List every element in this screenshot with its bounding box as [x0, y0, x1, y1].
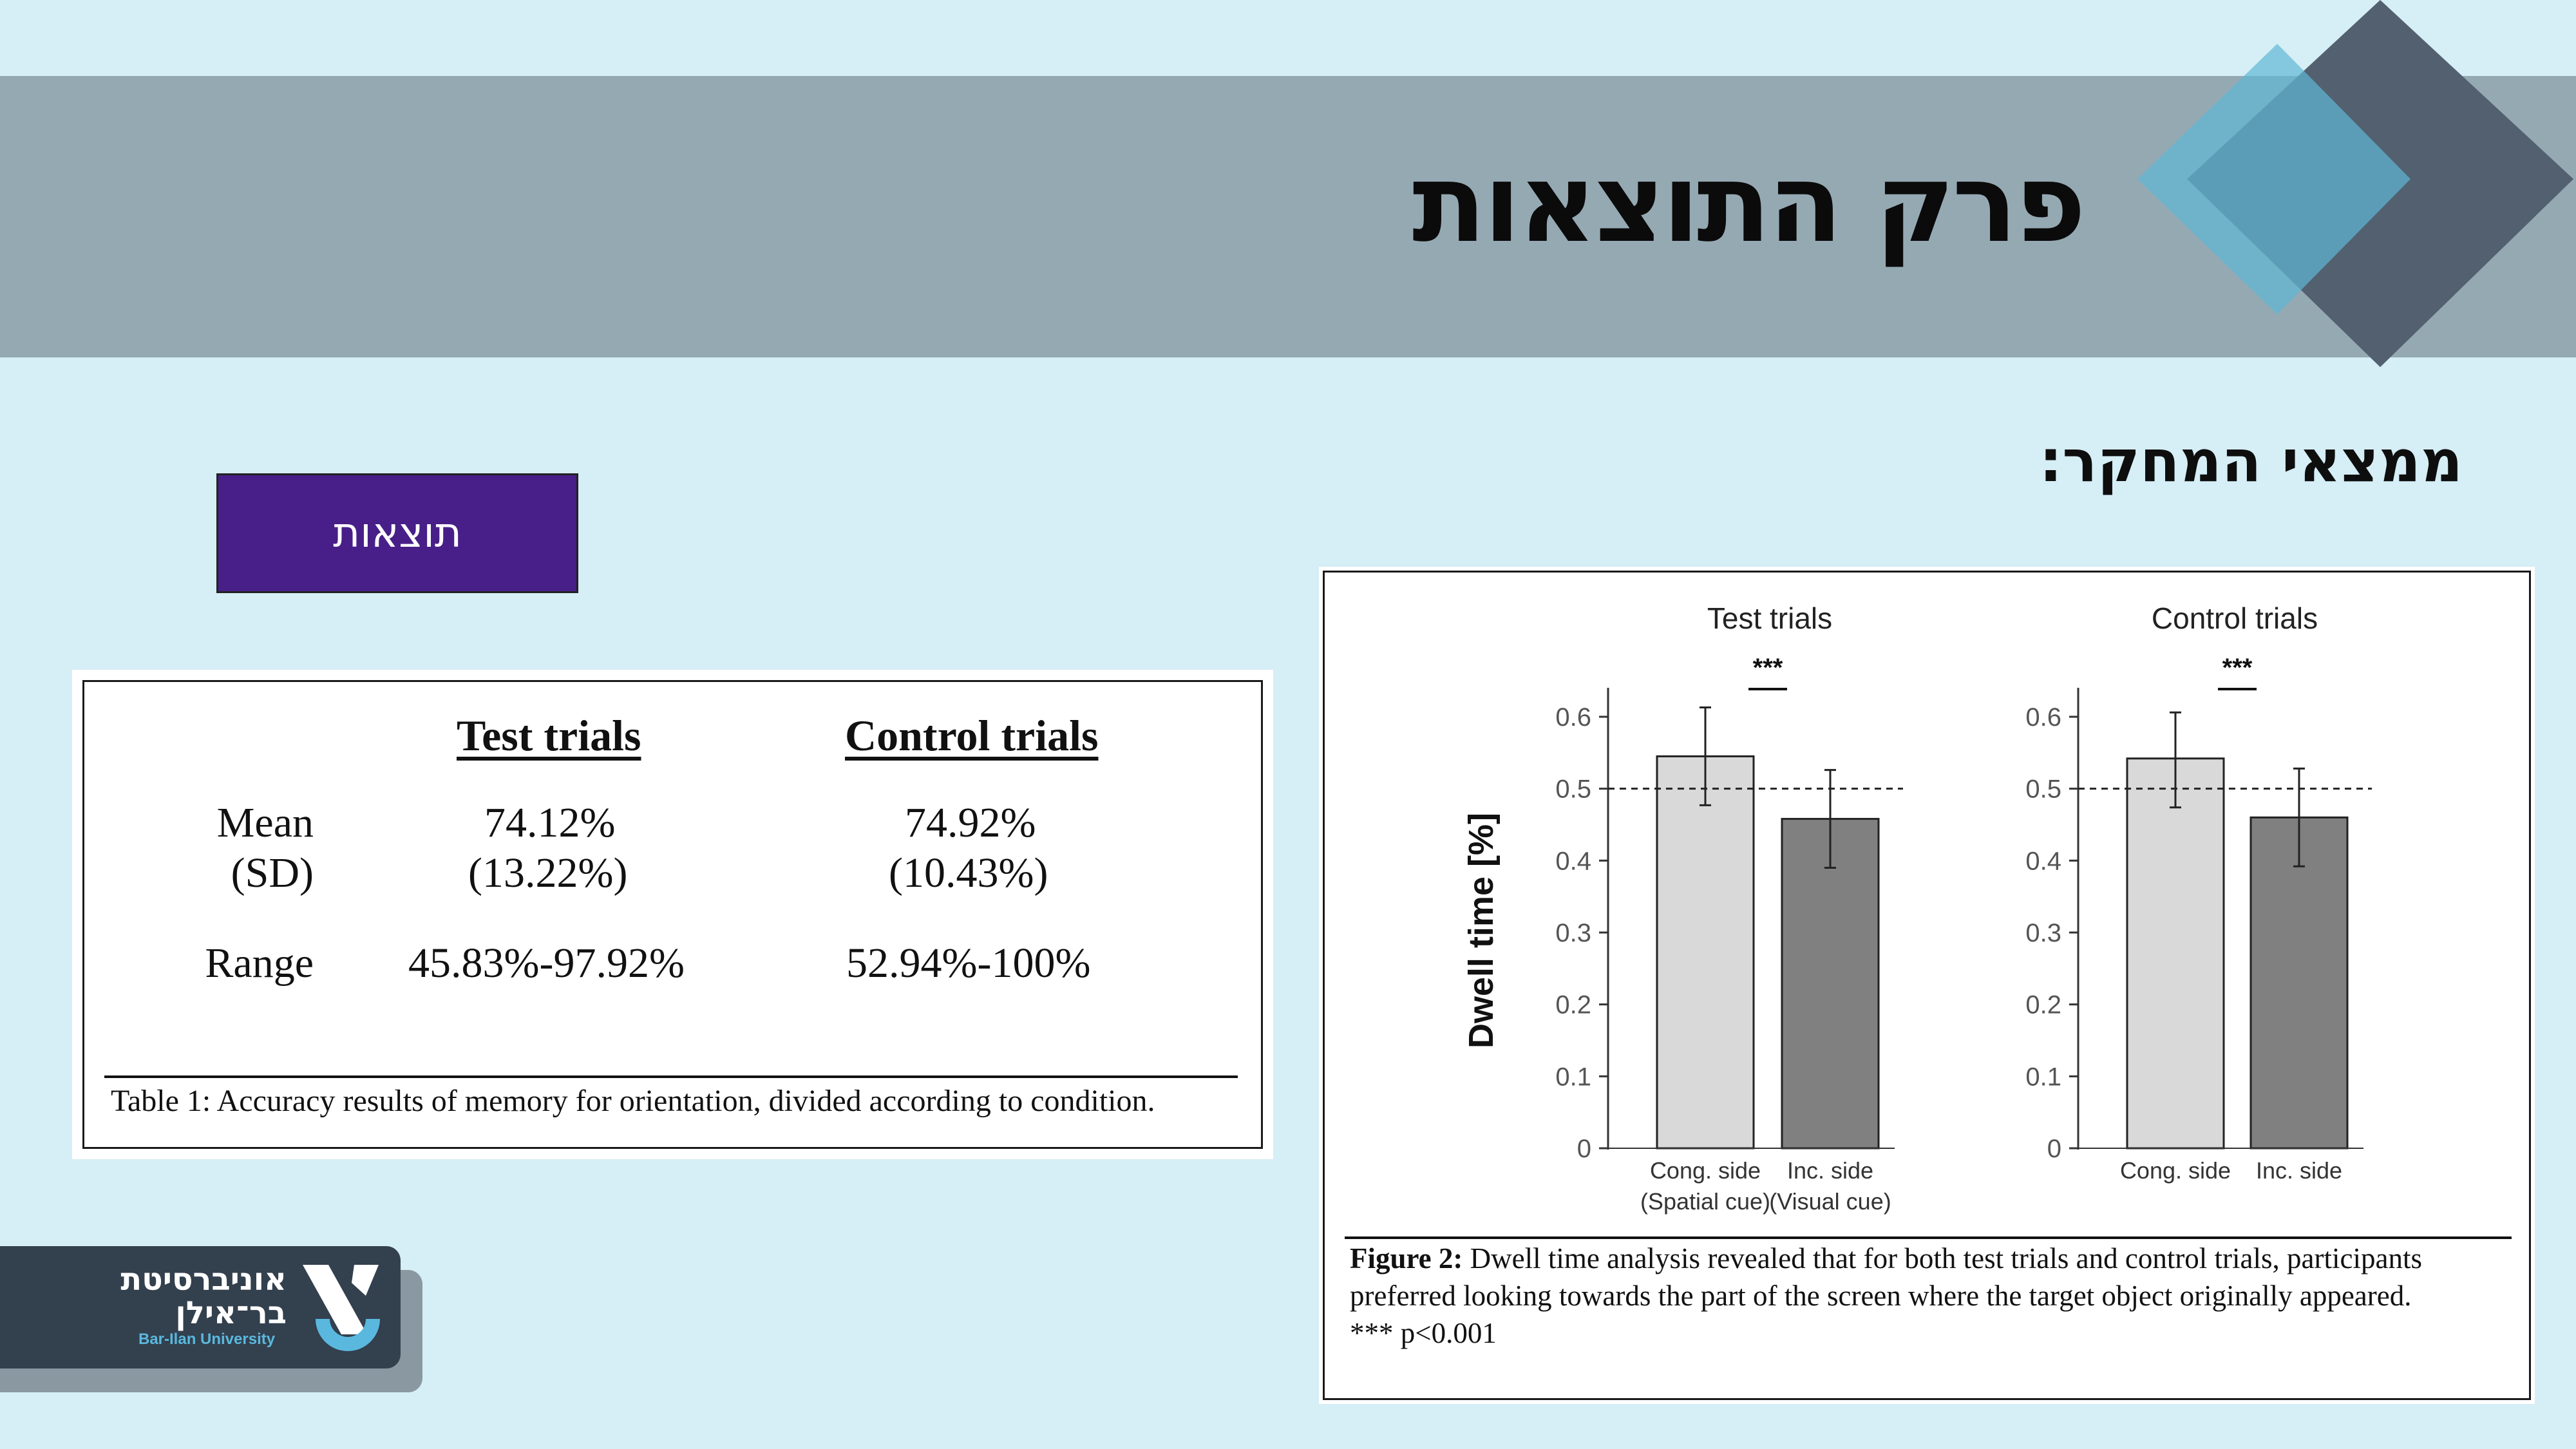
significance-marker: ***: [2222, 654, 2253, 682]
section-heading: ממצאי המחקר:: [2039, 428, 2463, 495]
figure-caption-label: Figure 2:: [1350, 1242, 1463, 1274]
table-header-control: Control trials: [845, 711, 1099, 760]
bar: [1781, 818, 1880, 1150]
chart-title: Test trials: [1707, 601, 1832, 635]
y-tick-label: 0.6: [2025, 703, 2061, 732]
logo-english: Bar-Ilan University: [138, 1331, 276, 1348]
y-tick-label: 0.1: [2025, 1063, 2061, 1091]
bar: [2249, 816, 2349, 1150]
light-diamond: [2137, 44, 2410, 314]
row-label-range: Range: [205, 940, 314, 987]
y-tick-label: 0.6: [1555, 703, 1591, 732]
y-tick-label: 0.2: [1555, 991, 1591, 1019]
y-tick-label: 0.5: [1555, 775, 1591, 804]
figure-frame: [1323, 571, 2531, 1400]
y-tick-label: 0.5: [2025, 775, 2061, 804]
table-header-test: Test trials: [457, 711, 641, 760]
row-label-mean: Mean: [216, 799, 314, 846]
table-caption: Table 1: Accuracy results of memory for …: [111, 1084, 1155, 1118]
significance-marker: ***: [1753, 654, 1783, 682]
slide-title: פרק התוצאות: [1412, 140, 2086, 267]
control-range: 52.94%-100%: [846, 940, 1091, 987]
logo-emblem-icon: [303, 1265, 380, 1351]
results-table-panel: Test trials Control trials Mean (SD) 74.…: [72, 670, 1273, 1159]
y-tick-label: 0.2: [2025, 991, 2061, 1019]
title-banner: [0, 76, 2576, 357]
chart-title: Control trials: [2152, 601, 2318, 635]
bar: [1656, 755, 1755, 1150]
y-tick-label: 0: [2047, 1135, 2061, 1163]
x-tick-label: Inc. side: [1787, 1157, 1873, 1184]
x-tick-sublabel: (Visual cue): [1769, 1188, 1891, 1215]
figure-caption-note: *** p<0.001: [1350, 1317, 1497, 1349]
control-mean: 74.92%: [905, 799, 1036, 846]
y-tick-label: 0.4: [1555, 847, 1591, 875]
x-tick-label: Cong. side: [2120, 1157, 2231, 1184]
test-mean: 74.12%: [484, 799, 616, 846]
table-frame: [82, 680, 1263, 1149]
decorative-diamonds: [2137, 0, 2573, 367]
bar: [2126, 757, 2225, 1150]
row-label-sd: (SD): [231, 849, 314, 896]
y-tick-label: 0.3: [1555, 919, 1591, 947]
logo-hebrew-line2: בר־אילן: [175, 1295, 287, 1331]
x-tick-label: Cong. side: [1650, 1157, 1761, 1184]
y-tick-label: 0.3: [2025, 919, 2061, 947]
control-sd: (10.43%): [889, 849, 1048, 896]
y-axis-label: Dwell time [%]: [1462, 813, 1501, 1048]
logo-hebrew-line1: אוניברסיטת: [120, 1262, 287, 1298]
test-sd: (13.22%): [468, 849, 628, 896]
y-tick-label: 0.4: [2025, 847, 2061, 875]
results-button[interactable]: תוצאות: [216, 473, 578, 593]
x-tick-label: Inc. side: [2256, 1157, 2342, 1184]
y-tick-label: 0: [1577, 1135, 1591, 1163]
figure-caption-text: Dwell time analysis revealed that for bo…: [1350, 1242, 2422, 1312]
figure-caption: Figure 2: Dwell time analysis revealed t…: [1350, 1240, 2509, 1352]
figure-rule: [1345, 1236, 2512, 1239]
table-rule: [104, 1075, 1238, 1078]
x-tick-sublabel: (Spatial cue): [1640, 1188, 1770, 1215]
y-tick-label: 0.1: [1555, 1063, 1591, 1091]
test-range: 45.83%-97.92%: [408, 940, 685, 987]
